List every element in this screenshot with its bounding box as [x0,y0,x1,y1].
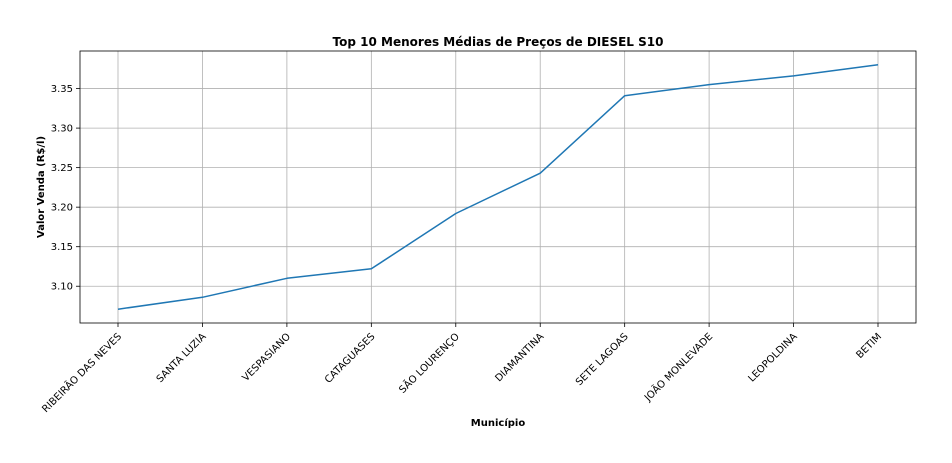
y-tick-label: 3.30 [51,124,73,135]
x-tick-label: VESPASIANO [241,331,294,384]
x-tick-label: BETIM [855,331,885,361]
x-tick-label: CATAGUASES [323,331,377,385]
x-tick-label: SÃO LOURENÇO [396,330,462,396]
y-axis-label: Valor Venda (R$/l) [36,136,47,238]
y-tick-label: 3.25 [51,163,73,174]
x-axis: RIBEIRÃO DAS NEVES SANTA LUZIA VESPASIANO C… [39,323,884,415]
y-tick-label: 3.15 [51,242,73,253]
y-axis: 3.10 3.15 3.20 3.25 3.30 3.35 [51,84,80,293]
x-tick-label: LEOPOLDINA [746,331,799,384]
grid [80,51,916,323]
x-tick-label: DIAMANTINA [493,331,546,384]
x-tick-label: RIBEIRÃO DAS NEVES [39,330,124,415]
x-tick-label: JOÃO MONLEVADE [641,330,715,404]
plot-frame [79,50,917,324]
x-tick-label: SANTA LUZIA [155,331,209,385]
chart-title: Top 10 Menores Médias de Preços de DIESE… [333,35,664,49]
y-tick-label: 3.35 [51,84,73,95]
y-tick-label: 3.10 [51,282,73,293]
series-layer [117,64,879,310]
x-axis-label: Município [471,417,526,429]
x-tick-label: SETE LAGOAS [574,331,631,388]
y-tick-label: 3.20 [51,203,73,214]
series-line [117,64,879,310]
